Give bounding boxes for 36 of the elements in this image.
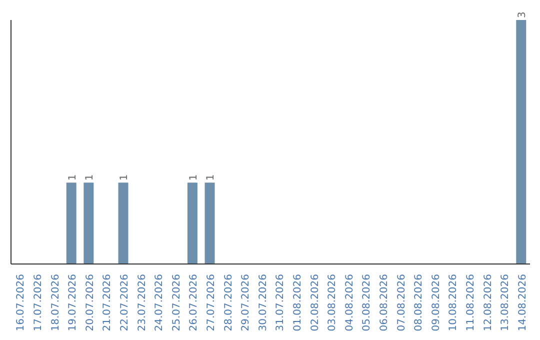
x-tick-label: 04.08.2026 <box>344 274 356 332</box>
x-tick-label: 24.07.2026 <box>154 274 166 332</box>
x-tick-label: 16.07.2026 <box>16 274 27 332</box>
x-tick-label: 10.08.2026 <box>448 274 460 332</box>
data-label: 1 <box>119 174 130 181</box>
x-tick-label: 21.07.2026 <box>102 274 114 332</box>
x-tick-label: 06.08.2026 <box>378 274 390 332</box>
data-label: 1 <box>84 174 96 181</box>
x-tick-label: 02.08.2026 <box>310 274 321 332</box>
x-tick-label: 20.07.2026 <box>84 274 96 332</box>
x-tick-label: 13.08.2026 <box>500 274 512 332</box>
data-label: 1 <box>67 174 78 181</box>
x-tick-label: 08.08.2026 <box>414 274 425 332</box>
x-tick-label: 01.08.2026 <box>292 274 304 332</box>
data-label: 1 <box>188 174 200 181</box>
x-tick-label: 05.08.2026 <box>362 274 373 332</box>
x-tick-label: 03.08.2026 <box>327 274 338 332</box>
x-tick-label: 27.07.2026 <box>206 274 217 332</box>
x-tick-label: 28.07.2026 <box>223 274 234 332</box>
x-tick-label: 09.08.2026 <box>430 274 442 332</box>
x-tick-label: 17.07.2026 <box>32 274 44 332</box>
x-tick-label: 23.07.2026 <box>136 274 148 332</box>
x-tick-label: 18.07.2026 <box>50 274 62 332</box>
x-tick-label: 26.07.2026 <box>188 274 200 332</box>
x-tick-label: 12.08.2026 <box>482 274 494 332</box>
x-tick-label: 30.07.2026 <box>258 274 269 332</box>
x-tick-label: 25.07.2026 <box>171 274 182 332</box>
x-tick-label: 07.08.2026 <box>396 274 408 332</box>
x-tick-label: 19.07.2026 <box>68 274 79 332</box>
x-tick-label: 31.07.2026 <box>275 274 286 332</box>
x-tick-label: 29.07.2026 <box>240 274 252 332</box>
data-label: 3 <box>517 12 528 18</box>
x-tick-label: 11.08.2026 <box>465 274 476 332</box>
data-label: 1 <box>206 174 217 181</box>
x-tick-label: 22.07.2026 <box>119 274 130 332</box>
x-tick-label: 14.08.2026 <box>517 274 528 332</box>
